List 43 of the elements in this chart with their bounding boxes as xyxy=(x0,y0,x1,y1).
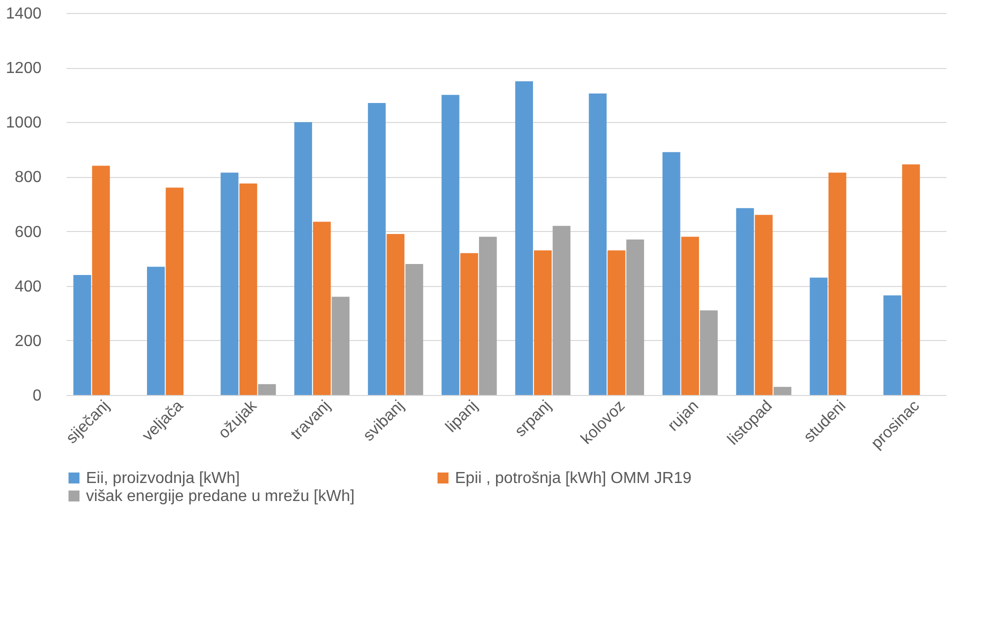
bar xyxy=(92,166,110,395)
y-tick-label: 800 xyxy=(14,169,42,186)
bar xyxy=(534,250,552,395)
y-tick-label: 1200 xyxy=(6,60,42,78)
bar xyxy=(754,214,773,395)
bar xyxy=(681,236,699,395)
bar xyxy=(736,208,754,395)
legend-label: Epii , potrošnja [kWh] OMM JR19 xyxy=(455,470,692,487)
bar xyxy=(460,253,478,395)
legend-label: višak energije predane u mrežu [kWh] xyxy=(86,488,355,505)
bar xyxy=(220,172,238,395)
bar xyxy=(479,236,497,395)
bar xyxy=(774,386,792,395)
bar xyxy=(147,266,165,395)
bar xyxy=(258,384,276,395)
y-tick-label: 400 xyxy=(14,278,42,296)
bar xyxy=(332,296,350,395)
legend-label: Eii, proizvodnja [kWh] xyxy=(86,470,240,487)
bar xyxy=(166,188,184,395)
bar xyxy=(700,310,718,395)
bar xyxy=(552,226,570,395)
bar xyxy=(515,81,533,395)
bar xyxy=(902,164,920,395)
bar xyxy=(368,103,386,395)
y-tick-label: 1400 xyxy=(6,6,42,22)
y-tick-label: 1000 xyxy=(6,114,42,132)
bar xyxy=(313,222,331,395)
bar xyxy=(294,122,312,395)
bar xyxy=(810,278,828,395)
bar xyxy=(626,239,644,395)
bar xyxy=(608,250,626,395)
bar xyxy=(73,274,92,395)
y-tick-label: 200 xyxy=(14,332,42,350)
bar xyxy=(588,93,607,395)
bar xyxy=(828,172,846,395)
bar xyxy=(442,94,460,395)
bar xyxy=(386,234,404,395)
bar xyxy=(662,152,680,395)
y-tick-label: 0 xyxy=(32,388,42,404)
bar xyxy=(883,295,902,395)
bar xyxy=(239,184,258,395)
y-tick-label: 600 xyxy=(14,224,42,241)
bar xyxy=(405,264,424,395)
